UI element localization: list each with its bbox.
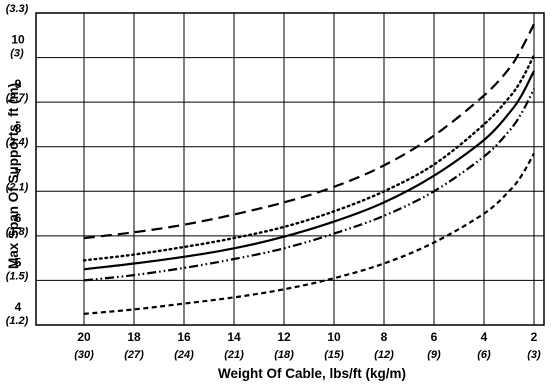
series-line-solid (83, 70, 535, 271)
x-tick-label: 6 (431, 330, 438, 344)
y-tick-sublabel: (3.3) (6, 3, 29, 15)
y-tick-label: 8 (15, 122, 22, 136)
y-tick-sublabel: (1.5) (6, 270, 29, 282)
x-tick-sublabel: (21) (224, 349, 244, 361)
y-tick-label: 10 (11, 33, 25, 47)
x-axis-ticks: 20 (30) 18 (27) 16 (24) 14 (21) 12 (18) 10 (15) 8 (12… (74, 330, 541, 361)
series-line-dash-dot-dot (83, 88, 535, 282)
x-tick-sublabel: (9) (427, 349, 441, 361)
x-tick-label: 16 (177, 330, 191, 344)
grid (36, 13, 544, 325)
x-tick-label: 12 (277, 330, 291, 344)
plot-background (36, 13, 544, 325)
series-line-short-dash (83, 152, 535, 315)
y-tick-label: 11 (12, 0, 25, 2)
x-tick-label: 20 (77, 330, 91, 344)
y-tick-label: 4 (15, 300, 22, 314)
y-tick-sublabel: (3) (10, 48, 24, 60)
x-tick-sublabel: (27) (124, 349, 144, 361)
x-tick-sublabel: (15) (324, 349, 344, 361)
x-axis-label: Weight Of Cable, lbs/ft (kg/m) (218, 366, 406, 381)
y-tick-sublabel: (2.4) (6, 137, 29, 149)
x-tick-sublabel: (6) (477, 349, 491, 361)
x-tick-label: 14 (227, 330, 241, 344)
series-layer (82, 23, 536, 315)
y-tick-label: 5 (15, 255, 22, 269)
x-tick-sublabel: (12) (374, 349, 394, 361)
x-tick-label: 18 (127, 330, 141, 344)
x-tick-label: 10 (327, 330, 341, 344)
x-tick-label: 4 (481, 330, 488, 344)
y-tick-label: 6 (15, 211, 22, 225)
x-tick-label: 2 (531, 330, 538, 344)
y-tick-sublabel: (1.2) (6, 315, 29, 327)
y-tick-label: 9 (15, 77, 22, 91)
x-tick-label: 8 (381, 330, 388, 344)
y-tick-label: 7 (15, 166, 22, 180)
y-axis-label: Max Span Of Supports, ft (m) (6, 83, 21, 269)
x-tick-sublabel: (30) (74, 349, 94, 361)
x-tick-sublabel: (3) (527, 349, 541, 361)
x-tick-sublabel: (24) (174, 349, 194, 361)
y-tick-sublabel: (2.1) (6, 181, 29, 193)
x-tick-sublabel: (18) (274, 349, 294, 361)
series-line-dotted (82, 54, 536, 262)
y-tick-sublabel: (2.7) (6, 92, 29, 104)
y-axis-ticks: 11(3.3)10(3)9(2.7)8(2.4)7(2.1)6(1.8)5(1.… (6, 0, 29, 327)
plot-frame (35, 12, 545, 326)
y-tick-sublabel: (1.8) (6, 226, 29, 238)
